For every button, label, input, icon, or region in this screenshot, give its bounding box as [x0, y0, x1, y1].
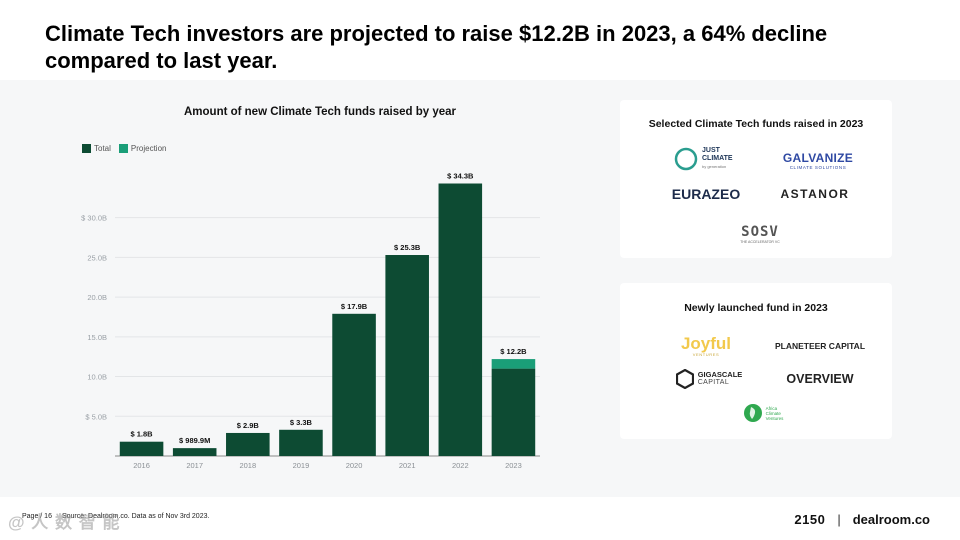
legend-swatch-total: [82, 144, 91, 153]
bar-total-2018: [226, 432, 270, 456]
source-note: Source: Dealroom.co. Data as of Nov 3rd …: [61, 513, 210, 520]
galvanize-tag: CLIMATE SOLUTIONS: [789, 164, 847, 170]
legend-swatch-projection: [118, 144, 128, 153]
x-tick-label-2023: 2023: [505, 461, 522, 470]
just-climate-tag: by generation: [702, 164, 727, 169]
data-label-2020: $ 17.9B: [341, 302, 368, 311]
x-tick-label-2021: 2021: [399, 461, 416, 470]
bar-total-2019: [279, 429, 323, 456]
x-tick-label-2020: 2020: [346, 461, 363, 470]
joyful-name: Joyful: [680, 334, 732, 353]
page-number: Page / 16: [22, 513, 52, 520]
legend-label-projection: Projection: [130, 144, 167, 153]
newly-launched-title: Newly launched fund in 2023: [684, 302, 828, 314]
africa-line1: Africa: [765, 405, 778, 411]
bar-total-2021: [385, 255, 429, 456]
just-climate-ring-icon: [674, 147, 698, 171]
just-climate-logo: JUST CLIMATE by generation: [674, 144, 744, 174]
footer-brand: 2150 | dealroom.co: [794, 512, 930, 527]
joyful-logo: Joyful VENTURES: [674, 333, 738, 359]
bar-chart: $ 5.0B 10.0B 15.0B 20.0B 25.0B $ 30.0B $ 1.8B 2…: [81, 172, 540, 470]
x-tick-label-2019: 2019: [293, 461, 310, 470]
y-tick-label: 25.0B: [87, 253, 107, 262]
y-tick-label: $ 30.0B: [81, 214, 107, 223]
gigascale-logo: GIGASCALE CAPITAL: [672, 367, 746, 391]
bar-total-2023: [491, 368, 536, 456]
footer-left: Page / 16 Source: Dealroom.co. Data as o…: [22, 513, 209, 520]
legend-item-total: Total: [82, 144, 111, 153]
y-tick-label: 20.0B: [87, 293, 107, 302]
joyful-tag: VENTURES: [692, 352, 720, 357]
x-tick-label-2022: 2022: [452, 461, 469, 470]
x-tick-label-2016: 2016: [133, 461, 150, 470]
legend-item-projection: Projection: [118, 144, 167, 153]
y-tick-label: 15.0B: [87, 333, 107, 342]
selected-funds-card: Selected Climate Tech funds raised in 20…: [620, 100, 892, 258]
y-tick-label: $ 5.0B: [85, 412, 107, 421]
selected-funds-title: Selected Climate Tech funds raised in 20…: [648, 118, 864, 130]
gigascale-name: GIGASCALE: [697, 370, 743, 379]
eurazeo-logo: EURAZEO: [671, 186, 741, 202]
sosv-tag: THE ACCELERATOR VC: [740, 240, 780, 244]
astanor-logo: ASTANOR: [780, 187, 850, 201]
bar-total-2022: [438, 183, 483, 456]
brand-2150: 2150: [794, 512, 826, 527]
sosv-name: SOSV: [741, 224, 779, 240]
x-tick-label-2017: 2017: [186, 461, 203, 470]
data-label-2016: $ 1.8B: [131, 430, 154, 439]
bar-projection-2023: [491, 359, 536, 369]
overview-logo: OVERVIEW: [786, 372, 854, 386]
chart-title: Amount of new Climate Tech funds raised …: [183, 106, 456, 118]
africa-line3: Ventures: [765, 415, 784, 421]
data-label-2018: $ 2.9B: [237, 421, 260, 430]
bar-total-2016: [119, 441, 164, 456]
newly-launched-card: Newly launched fund in 2023 Joyful VENTU…: [620, 283, 892, 439]
brand-dealroom: dealroom.co: [852, 512, 930, 527]
watermark: @ 人 数 智 能: [8, 513, 121, 532]
brand-separator: |: [837, 512, 841, 527]
y-tick-label: 10.0B: [87, 373, 107, 382]
just-climate-name2: CLIMATE: [702, 155, 733, 162]
data-label-2021: $ 25.3B: [394, 243, 421, 252]
galvanize-logo: GALVANIZE CLIMATE SOLUTIONS: [772, 148, 864, 172]
chart-legend: Total Projection: [82, 144, 166, 153]
gigascale-tag: CAPITAL: [697, 379, 730, 386]
bar-total-2020: [332, 313, 376, 456]
x-tick-label-2018: 2018: [239, 461, 256, 470]
planeteer-logo: PLANETEER CAPITAL: [774, 341, 866, 351]
data-label-2019: $ 3.3B: [290, 418, 313, 427]
bar-total-2017: [172, 448, 217, 456]
gigascale-hexagon-icon: [675, 369, 694, 389]
headline: Climate Tech investors are projected to …: [45, 21, 828, 73]
africa-globe-icon: [743, 404, 762, 422]
data-label-2017: $ 989.9M: [179, 436, 210, 445]
data-label-2022: $ 34.3B: [447, 172, 474, 181]
data-label-2023: $ 12.2B: [500, 347, 527, 356]
legend-label-total: Total: [94, 144, 111, 153]
africa-line2: Climate: [765, 410, 781, 416]
just-climate-name: JUST: [702, 147, 720, 154]
africa-climate-logo: Africa Climate Ventures: [738, 401, 788, 425]
galvanize-name: GALVANIZE: [782, 150, 854, 165]
sosv-logo: SOSV THE ACCELERATOR VC: [730, 220, 790, 248]
